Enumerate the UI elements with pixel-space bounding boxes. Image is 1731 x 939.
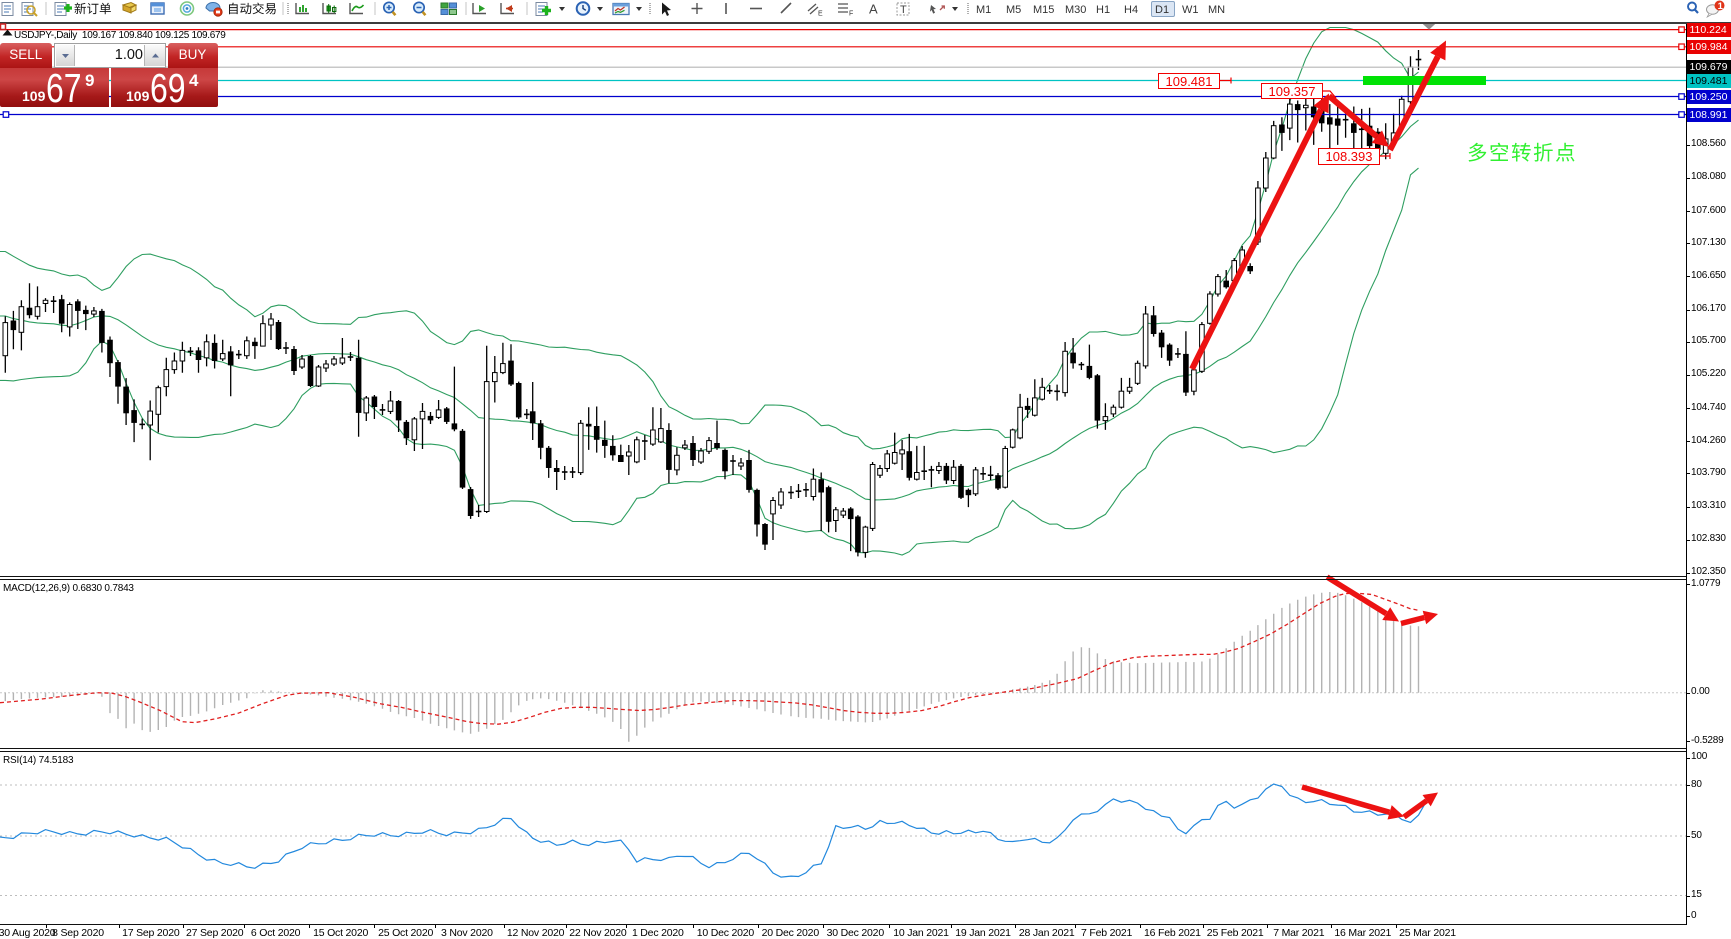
svg-text:E: E: [818, 11, 823, 18]
svg-text:T: T: [900, 4, 907, 16]
svg-text:A: A: [869, 2, 878, 17]
svg-text:1: 1: [1718, 1, 1724, 12]
svg-text:F: F: [849, 11, 853, 18]
